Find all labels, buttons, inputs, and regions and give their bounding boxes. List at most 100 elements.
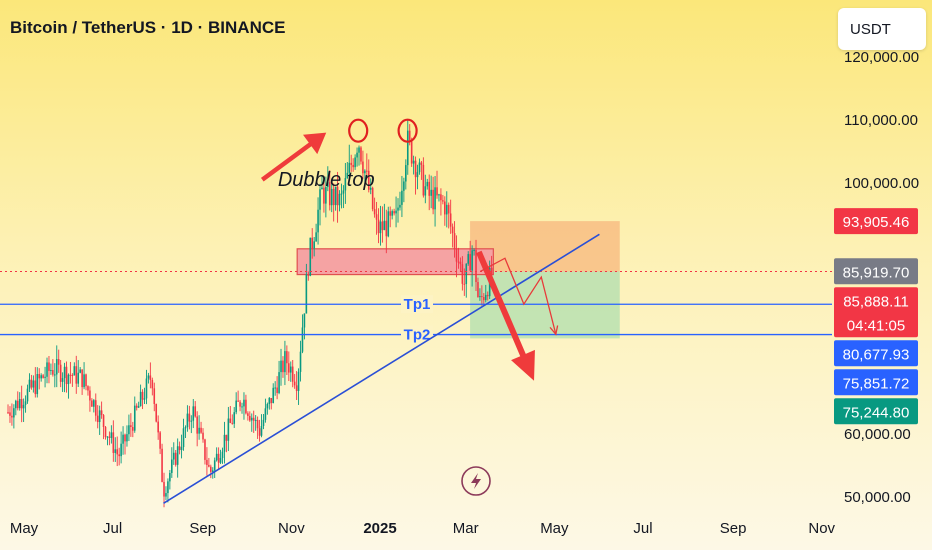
candle-body xyxy=(118,454,120,457)
candle-body xyxy=(110,432,113,438)
candle-body xyxy=(217,453,220,463)
candle-body xyxy=(233,412,236,424)
candle-body xyxy=(270,397,273,404)
candle-body xyxy=(315,232,317,242)
candle-body xyxy=(204,439,206,460)
candle-body xyxy=(85,374,87,387)
candle-body xyxy=(362,161,364,174)
lines-layer: Tp1 Tp2 xyxy=(0,233,832,504)
y-axis[interactable]: 50,000.00 60,000.00 100,000.00 110,000.00 12… xyxy=(844,49,919,506)
candle-body xyxy=(114,449,117,453)
drop-arrow xyxy=(476,250,535,381)
candle-body xyxy=(416,172,419,178)
candle-body xyxy=(198,427,200,434)
candle-body xyxy=(264,408,267,420)
candle-body xyxy=(231,422,234,424)
candle-body xyxy=(475,249,477,283)
candle-body xyxy=(11,415,13,418)
candle-body xyxy=(44,376,46,378)
candle-body xyxy=(288,363,290,373)
candles-layer xyxy=(7,120,493,508)
candle-body xyxy=(247,413,249,416)
candle-body xyxy=(399,204,401,208)
candle-body xyxy=(133,405,136,431)
annotation-text: Dubble top xyxy=(278,169,375,191)
candle-body xyxy=(122,434,124,444)
candle-body xyxy=(258,428,261,436)
candle-body xyxy=(262,419,265,427)
candle-body xyxy=(163,481,165,497)
candle-body xyxy=(332,188,335,206)
candle-body xyxy=(38,373,41,379)
candle-body xyxy=(245,399,247,414)
x-axis[interactable]: May Jul Sep Nov 2025 Mar May Jul Sep Nov xyxy=(10,520,836,537)
candle-body xyxy=(65,366,68,385)
candle-body xyxy=(393,211,395,214)
candle-body xyxy=(18,399,21,409)
candle-body xyxy=(83,374,85,388)
candle-body xyxy=(377,219,380,234)
candle-body xyxy=(13,408,15,418)
candle-body xyxy=(171,459,173,473)
candle-body xyxy=(442,200,444,202)
candle-body xyxy=(190,420,193,422)
candle-body xyxy=(206,459,208,465)
price-tag-label: 85,919.70 xyxy=(843,264,910,281)
candle-body xyxy=(418,162,421,173)
candle-body xyxy=(348,162,351,173)
candle-body xyxy=(153,388,156,404)
candle-body xyxy=(229,418,232,423)
candle-body xyxy=(46,362,48,377)
candle-body xyxy=(352,164,354,168)
candle-body xyxy=(461,264,464,284)
candle-body xyxy=(184,427,187,429)
candle-body xyxy=(139,391,142,407)
candle-body xyxy=(375,214,378,220)
candle-body xyxy=(182,428,185,448)
x-tick-label: May xyxy=(540,520,569,537)
candle-body xyxy=(330,188,333,206)
candle-body xyxy=(444,201,446,215)
price-tag xyxy=(834,258,918,285)
candle-body xyxy=(215,453,218,461)
candle-body xyxy=(79,369,81,373)
candle-body xyxy=(274,387,276,389)
candle-body xyxy=(69,374,72,376)
candle-body xyxy=(36,373,39,395)
candle-body xyxy=(159,432,161,449)
candle-body xyxy=(57,359,60,365)
candle-body xyxy=(94,400,97,416)
target-label: Tp1 xyxy=(404,296,431,313)
candle-body xyxy=(426,181,429,187)
x-tick-label: Jul xyxy=(103,520,122,537)
currency-selector[interactable]: USDT xyxy=(838,8,926,50)
candle-body xyxy=(149,375,152,381)
candle-body xyxy=(266,404,269,409)
candle-body xyxy=(147,375,150,379)
lightning-icon[interactable] xyxy=(461,466,491,496)
candle-body xyxy=(98,410,101,423)
candle-body xyxy=(272,387,275,404)
candle-body xyxy=(116,449,119,455)
candle-body xyxy=(106,436,109,438)
y-tick-label: 50,000.00 xyxy=(844,489,911,506)
candle-body xyxy=(67,374,70,385)
support-trendline xyxy=(163,233,600,504)
candle-body xyxy=(356,152,358,158)
candle-body xyxy=(354,157,356,168)
candle-body xyxy=(311,237,314,249)
candle-body xyxy=(143,398,146,400)
candle-body xyxy=(210,466,212,472)
candle-body xyxy=(213,460,216,471)
candle-body xyxy=(412,160,415,164)
candle-body xyxy=(32,380,35,388)
candle-body xyxy=(169,472,171,482)
candle-body xyxy=(208,464,210,467)
candle-body xyxy=(145,378,148,399)
candle-body xyxy=(221,451,224,459)
candle-body xyxy=(196,416,198,434)
price-tag xyxy=(834,398,918,425)
candle-body xyxy=(227,418,230,441)
candle-body xyxy=(328,182,331,206)
